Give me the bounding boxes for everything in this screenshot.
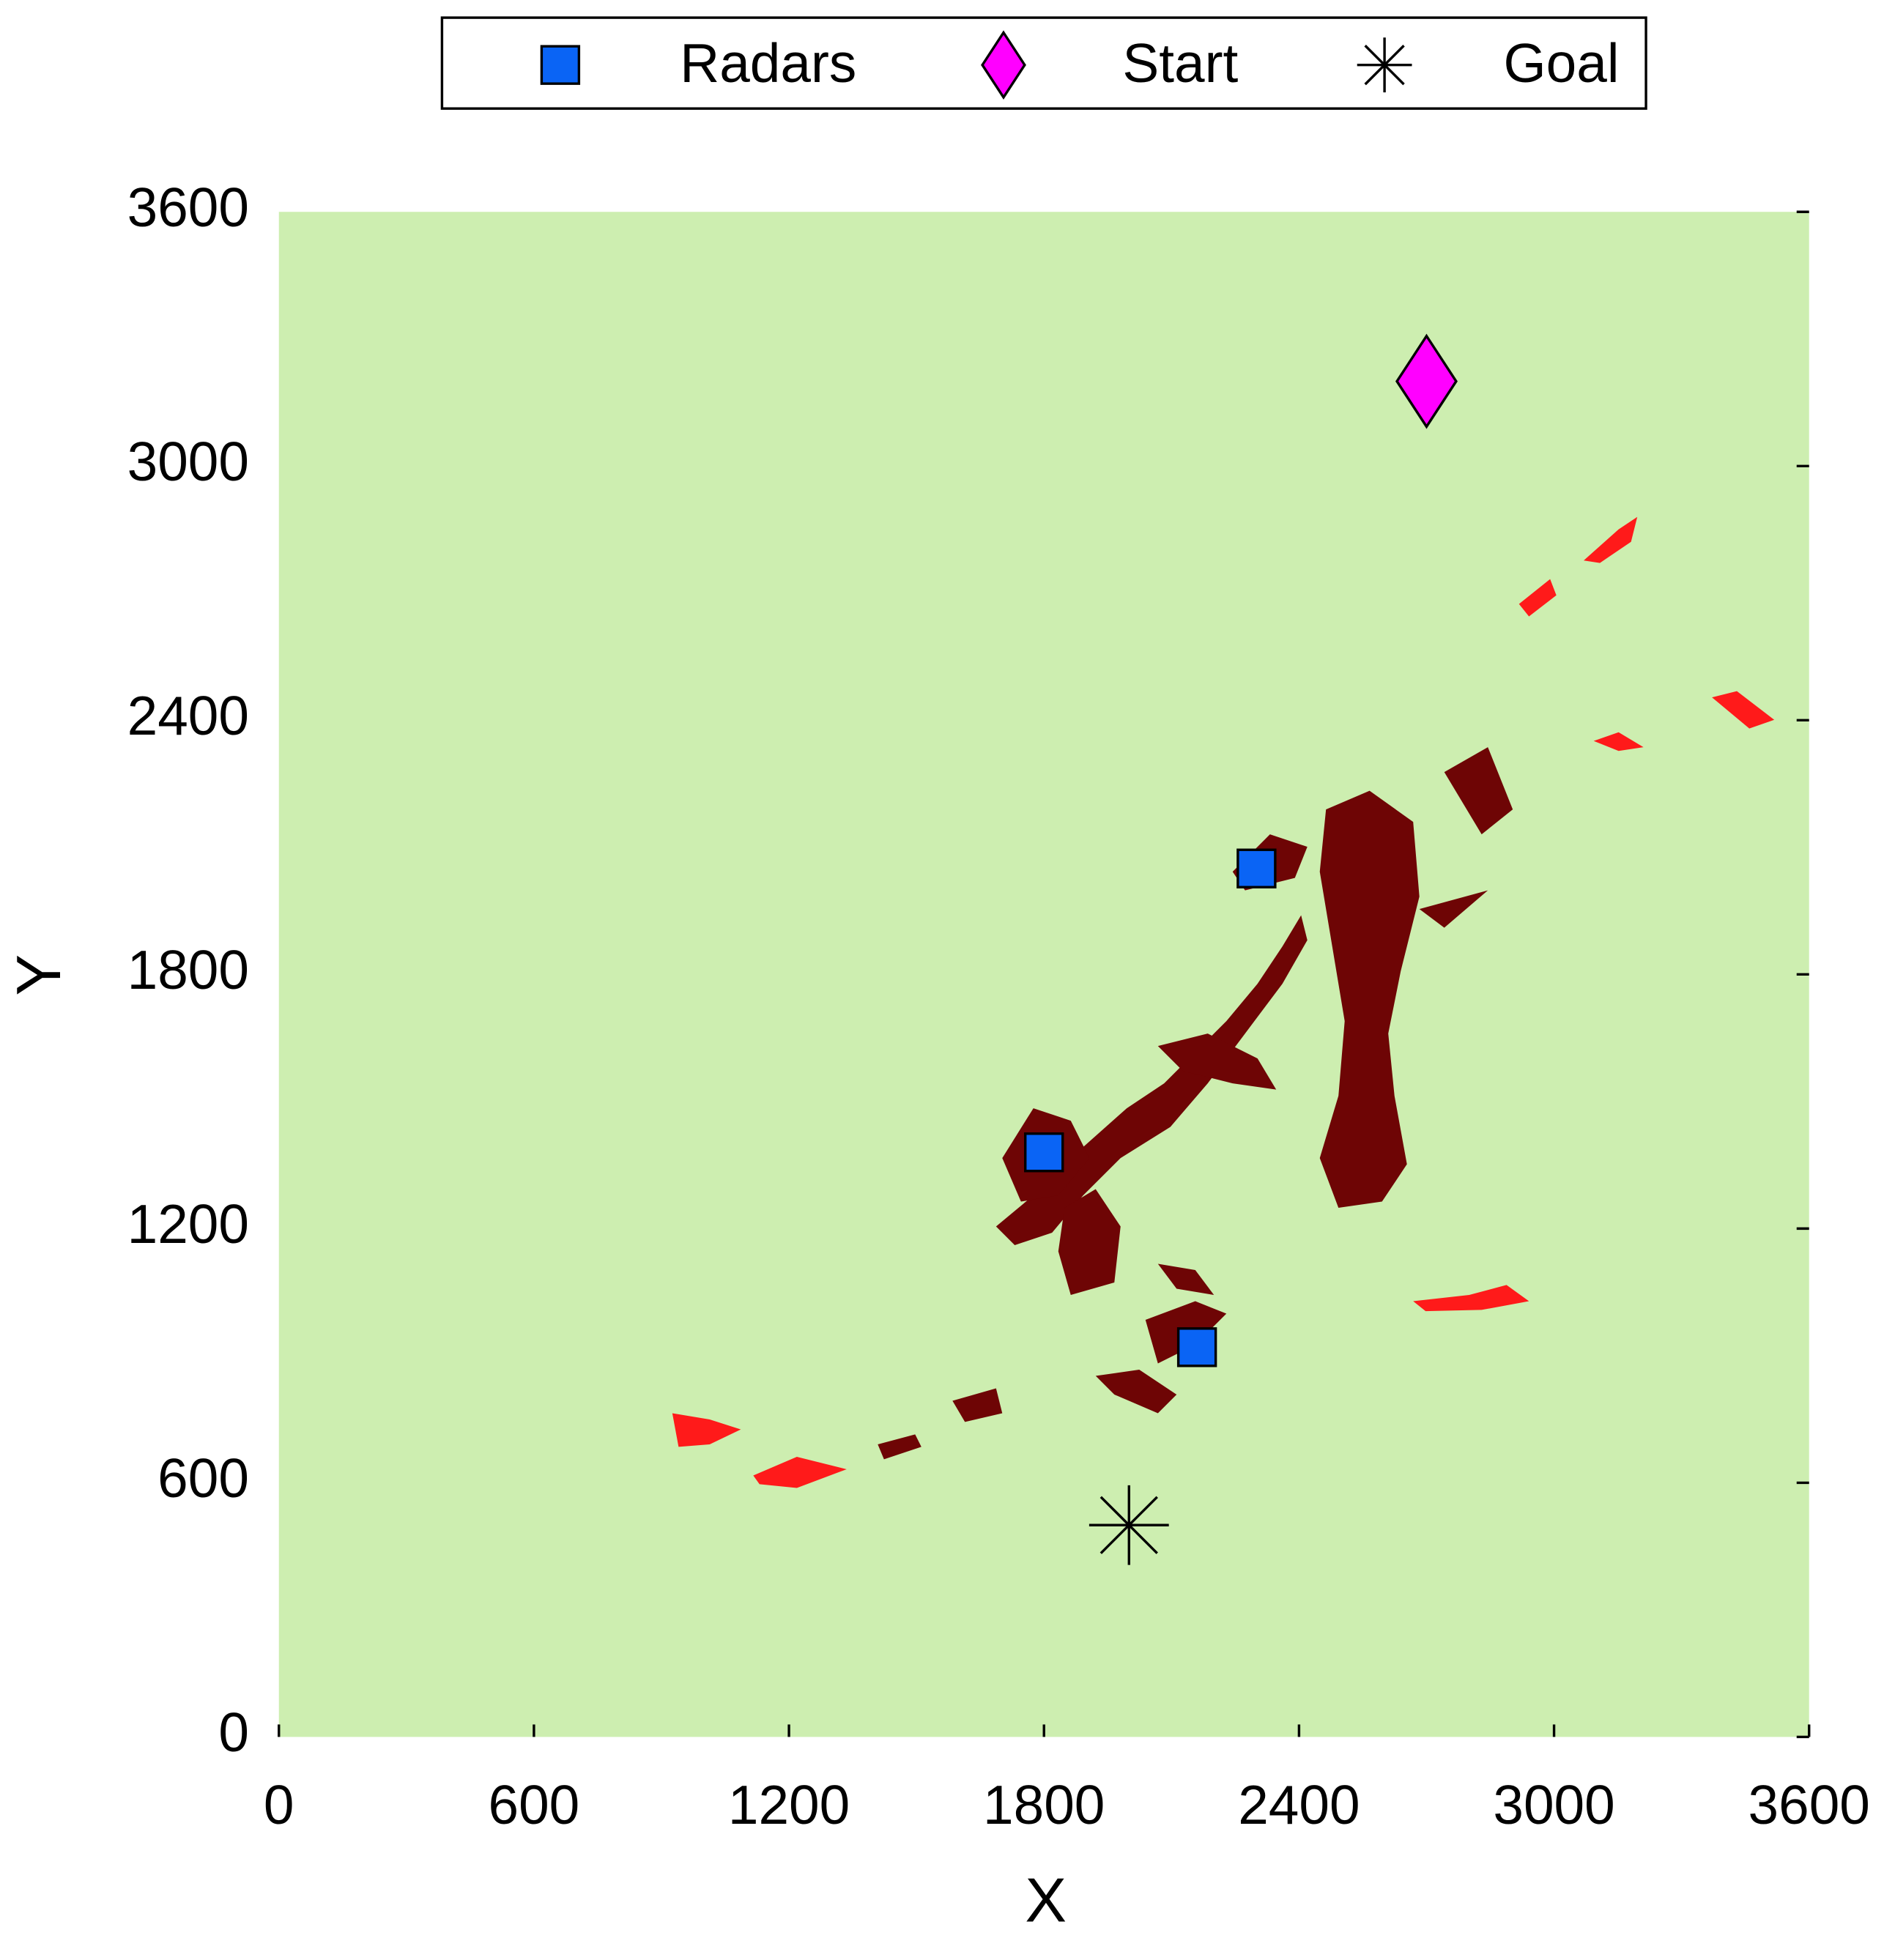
x-tick-label: 3600: [1748, 1774, 1870, 1835]
terrain-region: [1584, 516, 1638, 563]
terrain-region: [1593, 732, 1644, 751]
terrain-region: [672, 1413, 741, 1447]
terrain: [878, 747, 1513, 1460]
legend-box: [440, 16, 1647, 110]
x-tick-label: 3000: [1493, 1774, 1614, 1835]
legend-marker: [540, 45, 581, 85]
terrain-region: [1518, 579, 1557, 617]
terrain-region: [1157, 1033, 1277, 1090]
y-tick-label: 600: [157, 1447, 249, 1509]
radar-marker: [1024, 1132, 1064, 1173]
goal-marker-stroke: [1364, 45, 1405, 86]
y-tick-label: 2400: [127, 685, 249, 746]
terrain-region: [1419, 890, 1488, 928]
x-tick-label: 0: [264, 1774, 294, 1835]
terrain-region: [1413, 1285, 1529, 1312]
x-axis-label: X: [1025, 1866, 1067, 1935]
legend-label: Radars: [680, 32, 856, 94]
terrain-region: [1157, 1263, 1214, 1296]
terrain-region: [1712, 691, 1775, 729]
terrain-region: [878, 1434, 921, 1460]
x-tick-label: 1200: [728, 1774, 850, 1835]
goal-marker-stroke: [1099, 1496, 1158, 1554]
plot-area: [278, 212, 1809, 1737]
terrain-region: [753, 1456, 847, 1488]
legend-label: Goal: [1504, 32, 1620, 94]
y-tick-label: 1200: [127, 1193, 249, 1255]
radar-marker: [1236, 848, 1277, 888]
terrain-region: [1444, 747, 1513, 835]
y-tick-label: 1800: [127, 939, 249, 1001]
radar-marker: [1176, 1327, 1217, 1367]
legend-label: Start: [1122, 32, 1238, 94]
goal-marker: [1089, 1485, 1169, 1565]
terrain-region: [1319, 790, 1420, 1209]
terrain-region: [952, 1388, 1003, 1422]
terrain-region: [1058, 1189, 1121, 1296]
x-tick-label: 2400: [1238, 1774, 1360, 1835]
y-axis-label: Y: [4, 954, 74, 996]
y-tick-label: 3000: [127, 431, 249, 492]
x-tick-label: 1800: [983, 1774, 1105, 1835]
legend-marker: [981, 30, 1026, 100]
x-tick-label: 600: [489, 1774, 580, 1835]
start-marker: [1395, 333, 1458, 429]
terrain-region: [1095, 1370, 1177, 1414]
legend-marker: [1357, 37, 1412, 93]
terrain: [672, 516, 1775, 1488]
y-tick-label: 0: [218, 1701, 249, 1763]
y-tick-label: 3600: [127, 177, 249, 238]
